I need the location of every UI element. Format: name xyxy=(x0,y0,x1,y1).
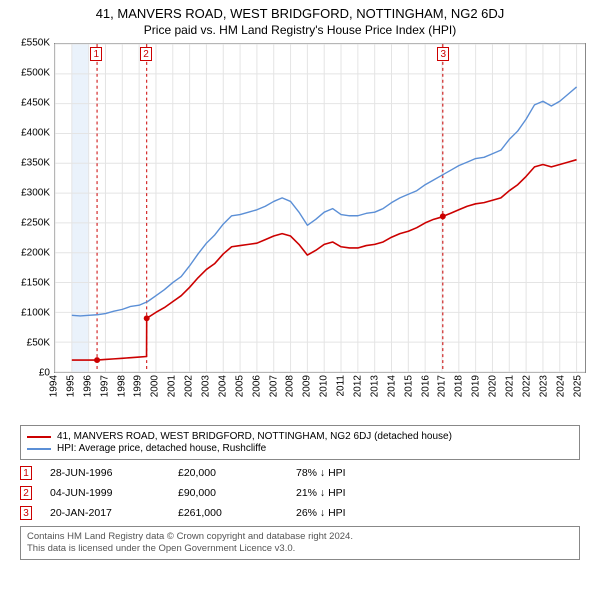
sale-row-delta: 78% ↓ HPI xyxy=(296,467,346,479)
x-tick-label: 2020 xyxy=(488,375,499,397)
y-tick-label: £500K xyxy=(21,68,50,79)
sale-row-delta: 21% ↓ HPI xyxy=(296,487,346,499)
x-tick-label: 1995 xyxy=(65,375,76,397)
sale-row-marker: 1 xyxy=(20,466,32,480)
legend-box: 41, MANVERS ROAD, WEST BRIDGFORD, NOTTIN… xyxy=(20,425,580,460)
x-tick-label: 2023 xyxy=(538,375,549,397)
footer-line-2: This data is licensed under the Open Gov… xyxy=(27,543,573,555)
chart-title: 41, MANVERS ROAD, WEST BRIDGFORD, NOTTIN… xyxy=(0,6,600,21)
y-tick-label: £300K xyxy=(21,188,50,199)
plot-area xyxy=(54,43,586,373)
x-tick-label: 2014 xyxy=(386,375,397,397)
sale-marker-box: 3 xyxy=(437,47,449,61)
sale-row-date: 04-JUN-1999 xyxy=(50,487,160,499)
sale-row-price: £20,000 xyxy=(178,467,278,479)
y-tick-label: £150K xyxy=(21,278,50,289)
sales-table: 1 28-JUN-1996 £20,000 78% ↓ HPI 2 04-JUN-1999… xyxy=(20,466,580,520)
x-tick-label: 2004 xyxy=(217,375,228,397)
x-tick-label: 2007 xyxy=(268,375,279,397)
footer-line-1: Contains HM Land Registry data © Crown c… xyxy=(27,531,573,543)
x-tick-label: 2003 xyxy=(201,375,212,397)
x-axis-labels: 1994199519961997199819992000200120022003… xyxy=(54,375,586,421)
y-tick-label: £400K xyxy=(21,128,50,139)
legend-label: HPI: Average price, detached house, Rush… xyxy=(57,443,266,454)
x-tick-label: 2022 xyxy=(521,375,532,397)
sale-row-price: £90,000 xyxy=(178,487,278,499)
x-tick-label: 2015 xyxy=(403,375,414,397)
x-tick-label: 2002 xyxy=(184,375,195,397)
legend-row: HPI: Average price, detached house, Rush… xyxy=(27,443,573,454)
y-tick-label: £100K xyxy=(21,308,50,319)
sale-row-marker: 3 xyxy=(20,506,32,520)
y-tick-label: £450K xyxy=(21,98,50,109)
x-tick-label: 2011 xyxy=(336,375,347,397)
x-tick-label: 2009 xyxy=(302,375,313,397)
sale-row-delta: 26% ↓ HPI xyxy=(296,507,346,519)
x-tick-label: 2017 xyxy=(437,375,448,397)
sale-marker-box: 2 xyxy=(140,47,152,61)
y-tick-label: £250K xyxy=(21,218,50,229)
x-tick-label: 2021 xyxy=(505,375,516,397)
sale-row: 2 04-JUN-1999 £90,000 21% ↓ HPI xyxy=(20,486,580,500)
chart-subtitle: Price paid vs. HM Land Registry's House … xyxy=(0,23,600,37)
x-tick-label: 2000 xyxy=(150,375,161,397)
legend-swatch xyxy=(27,448,51,450)
x-tick-label: 2006 xyxy=(251,375,262,397)
y-tick-label: £550K xyxy=(21,38,50,49)
sale-row: 3 20-JAN-2017 £261,000 26% ↓ HPI xyxy=(20,506,580,520)
sale-row: 1 28-JUN-1996 £20,000 78% ↓ HPI xyxy=(20,466,580,480)
x-tick-label: 1996 xyxy=(82,375,93,397)
x-tick-label: 2001 xyxy=(167,375,178,397)
x-tick-label: 2024 xyxy=(555,375,566,397)
y-tick-label: £200K xyxy=(21,248,50,259)
x-tick-label: 2019 xyxy=(471,375,482,397)
y-tick-label: £50K xyxy=(27,338,50,349)
sale-row-date: 28-JUN-1996 xyxy=(50,467,160,479)
x-tick-label: 1997 xyxy=(99,375,110,397)
x-tick-label: 2008 xyxy=(285,375,296,397)
x-tick-label: 1994 xyxy=(49,375,60,397)
x-tick-label: 2018 xyxy=(454,375,465,397)
x-tick-label: 2005 xyxy=(234,375,245,397)
chart-area: £0£50K£100K£150K£200K£250K£300K£350K£400… xyxy=(10,43,590,421)
y-axis-labels: £0£50K£100K£150K£200K£250K£300K£350K£400… xyxy=(10,43,52,373)
x-tick-label: 1998 xyxy=(116,375,127,397)
x-tick-label: 2010 xyxy=(319,375,330,397)
legend-swatch xyxy=(27,436,51,438)
sale-row-price: £261,000 xyxy=(178,507,278,519)
chart-page: { "title": "41, MANVERS ROAD, WEST BRIDG… xyxy=(0,0,600,590)
x-tick-label: 2025 xyxy=(572,375,583,397)
x-tick-label: 2013 xyxy=(369,375,380,397)
x-tick-label: 2012 xyxy=(353,375,364,397)
sale-row-marker: 2 xyxy=(20,486,32,500)
legend-label: 41, MANVERS ROAD, WEST BRIDGFORD, NOTTIN… xyxy=(57,431,452,442)
x-tick-label: 2016 xyxy=(420,375,431,397)
sale-row-date: 20-JAN-2017 xyxy=(50,507,160,519)
plot-svg xyxy=(55,44,585,372)
x-tick-label: 1999 xyxy=(133,375,144,397)
legend-row: 41, MANVERS ROAD, WEST BRIDGFORD, NOTTIN… xyxy=(27,431,573,442)
y-tick-label: £350K xyxy=(21,158,50,169)
sale-marker-box: 1 xyxy=(90,47,102,61)
footer-box: Contains HM Land Registry data © Crown c… xyxy=(20,526,580,560)
